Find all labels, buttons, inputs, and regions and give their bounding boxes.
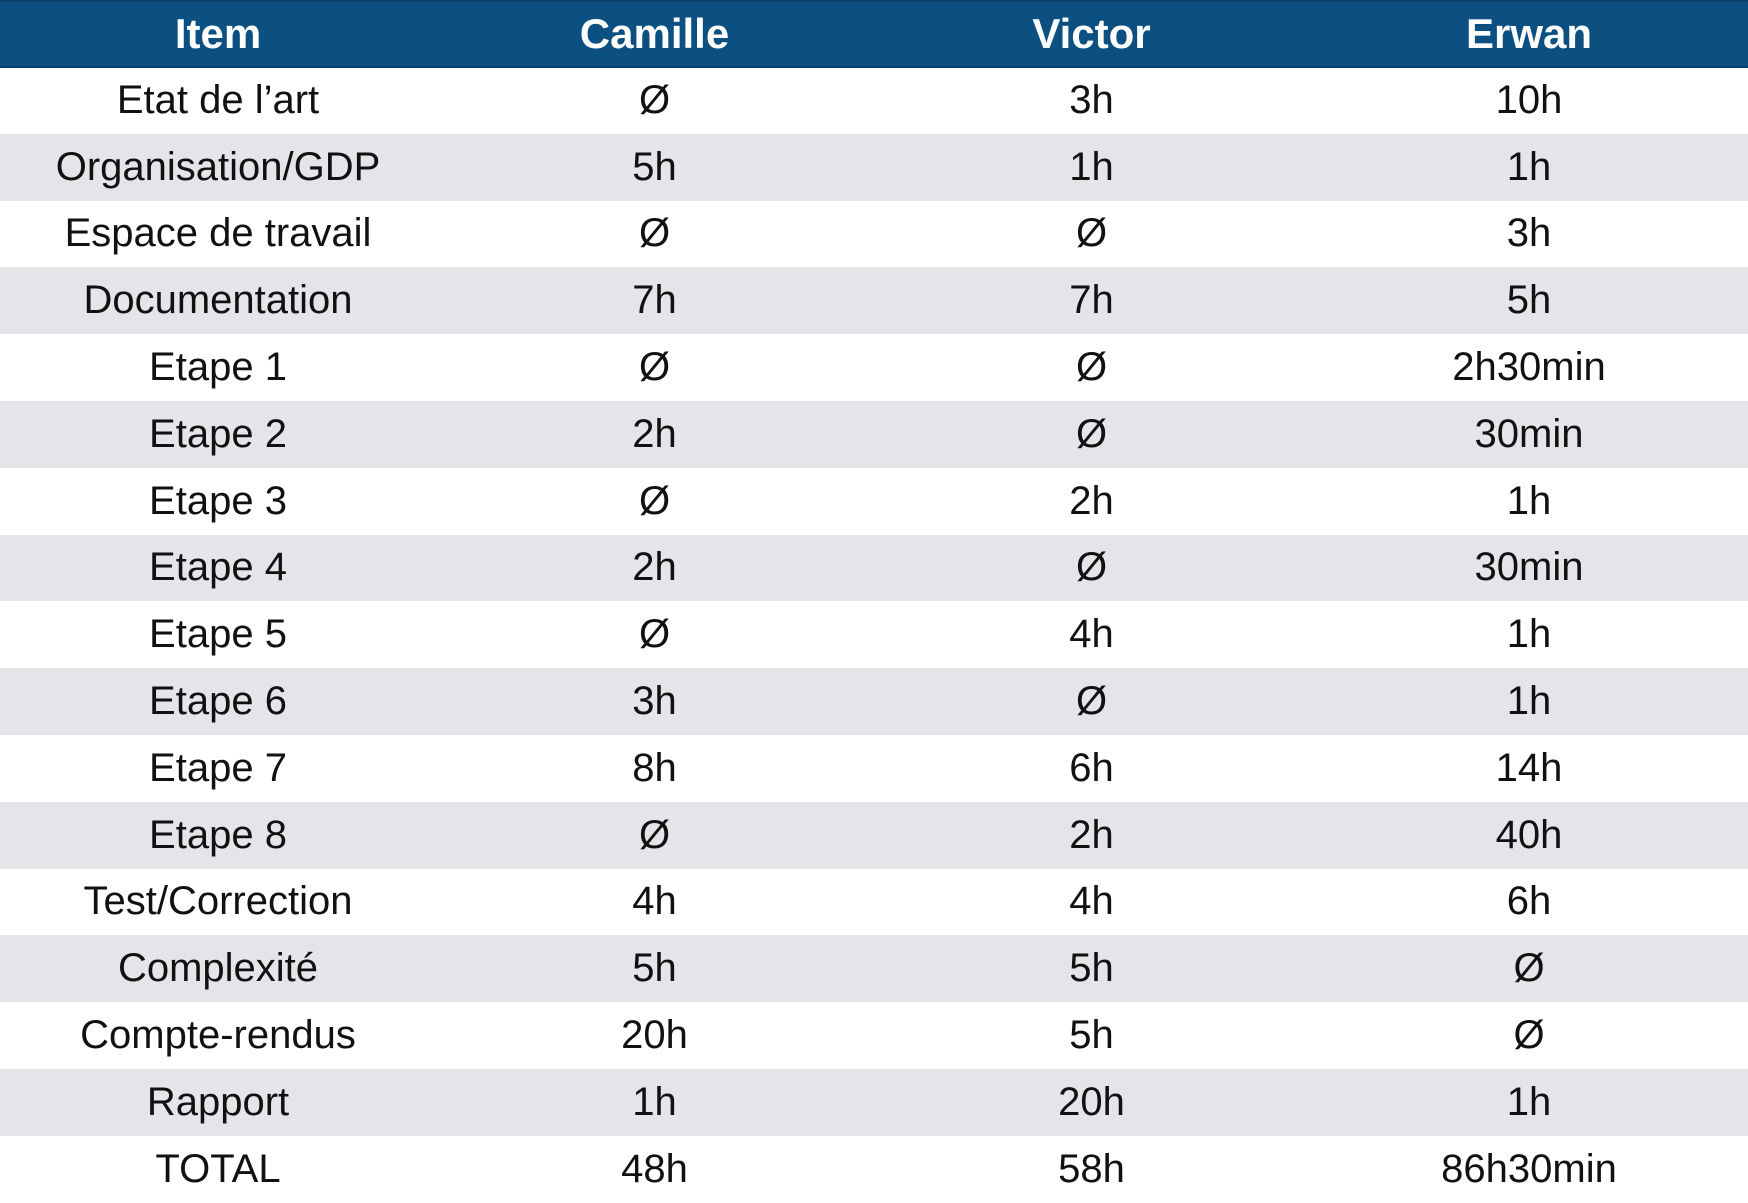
- camille-cell: Ø: [436, 601, 873, 669]
- erwan-cell: 1h: [1310, 601, 1748, 669]
- erwan-cell: 5h: [1310, 267, 1748, 335]
- table-row: Rapport 1h 20h 1h: [0, 1068, 1748, 1136]
- victor-cell: 58h: [873, 1135, 1310, 1203]
- victor-cell: 2h: [873, 467, 1310, 535]
- item-cell: Complexité: [0, 935, 436, 1003]
- table-row: Etape 2 2h Ø 30min: [0, 400, 1748, 468]
- erwan-cell: 1h: [1310, 133, 1748, 201]
- camille-cell: 1h: [436, 1068, 873, 1136]
- victor-cell: 20h: [873, 1068, 1310, 1136]
- total-row: TOTAL 48h 58h 86h30min: [0, 1135, 1748, 1203]
- erwan-cell: 3h: [1310, 200, 1748, 268]
- item-cell: Rapport: [0, 1068, 436, 1136]
- erwan-cell: 40h: [1310, 801, 1748, 869]
- victor-cell: Ø: [873, 334, 1310, 401]
- header-row: Item Camille Victor Erwan: [0, 0, 1748, 68]
- header-camille: Camille: [436, 0, 873, 68]
- item-cell: Etape 8: [0, 801, 436, 869]
- victor-cell: 3h: [873, 67, 1310, 134]
- victor-cell: 4h: [873, 868, 1310, 936]
- erwan-cell: 14h: [1310, 734, 1748, 802]
- table-row: Complexité 5h 5h Ø: [0, 935, 1748, 1003]
- camille-cell: 5h: [436, 935, 873, 1003]
- item-cell: Etape 5: [0, 601, 436, 669]
- victor-cell: Ø: [873, 400, 1310, 468]
- table-row: Compte-rendus 20h 5h Ø: [0, 1002, 1748, 1069]
- camille-cell: 7h: [436, 267, 873, 335]
- table-row: Espace de travail Ø Ø 3h: [0, 200, 1748, 268]
- erwan-cell: 1h: [1310, 467, 1748, 535]
- table-row: Organisation/GDP 5h 1h 1h: [0, 133, 1748, 201]
- header-item: Item: [0, 0, 436, 68]
- item-cell: Etape 3: [0, 467, 436, 535]
- erwan-cell: 30min: [1310, 400, 1748, 468]
- item-cell: TOTAL: [0, 1135, 436, 1203]
- camille-cell: 8h: [436, 734, 873, 802]
- camille-cell: Ø: [436, 200, 873, 268]
- item-cell: Test/Correction: [0, 868, 436, 936]
- erwan-cell: 1h: [1310, 1068, 1748, 1136]
- camille-cell: 2h: [436, 400, 873, 468]
- item-cell: Etape 1: [0, 334, 436, 401]
- erwan-cell: 10h: [1310, 67, 1748, 134]
- item-cell: Etape 6: [0, 668, 436, 735]
- camille-cell: 3h: [436, 668, 873, 735]
- victor-cell: 1h: [873, 133, 1310, 201]
- table-row: Etape 8 Ø 2h 40h: [0, 801, 1748, 869]
- victor-cell: 7h: [873, 267, 1310, 335]
- header-victor: Victor: [873, 0, 1310, 68]
- item-cell: Etat de l’art: [0, 67, 436, 134]
- erwan-cell: 2h30min: [1310, 334, 1748, 401]
- camille-cell: Ø: [436, 334, 873, 401]
- victor-cell: Ø: [873, 200, 1310, 268]
- erwan-cell: 1h: [1310, 668, 1748, 735]
- table-row: Etape 6 3h Ø 1h: [0, 668, 1748, 735]
- camille-cell: 4h: [436, 868, 873, 936]
- victor-cell: Ø: [873, 534, 1310, 602]
- camille-cell: 48h: [436, 1135, 873, 1203]
- erwan-cell: 30min: [1310, 534, 1748, 602]
- item-cell: Organisation/GDP: [0, 133, 436, 201]
- table-row: Etat de l’art Ø 3h 10h: [0, 67, 1748, 134]
- erwan-cell: 86h30min: [1310, 1135, 1748, 1203]
- victor-cell: 5h: [873, 1002, 1310, 1069]
- camille-cell: 2h: [436, 534, 873, 602]
- table-row: Etape 7 8h 6h 14h: [0, 734, 1748, 802]
- item-cell: Etape 7: [0, 734, 436, 802]
- victor-cell: 4h: [873, 601, 1310, 669]
- camille-cell: Ø: [436, 67, 873, 134]
- table-row: Test/Correction 4h 4h 6h: [0, 868, 1748, 936]
- erwan-cell: Ø: [1310, 1002, 1748, 1069]
- item-cell: Etape 2: [0, 400, 436, 468]
- table-row: Etape 3 Ø 2h 1h: [0, 467, 1748, 535]
- item-cell: Compte-rendus: [0, 1002, 436, 1069]
- erwan-cell: Ø: [1310, 935, 1748, 1003]
- item-cell: Etape 4: [0, 534, 436, 602]
- erwan-cell: 6h: [1310, 868, 1748, 936]
- victor-cell: 2h: [873, 801, 1310, 869]
- camille-cell: 20h: [436, 1002, 873, 1069]
- header-erwan: Erwan: [1310, 0, 1748, 68]
- camille-cell: Ø: [436, 801, 873, 869]
- item-cell: Documentation: [0, 267, 436, 335]
- table-body: Etat de l’art Ø 3h 10h Organisation/GDP 5h 1h 1…: [0, 67, 1748, 1203]
- victor-cell: 5h: [873, 935, 1310, 1003]
- table-row: Etape 1 Ø Ø 2h30min: [0, 334, 1748, 401]
- table-row: Etape 4 2h Ø 30min: [0, 534, 1748, 602]
- victor-cell: 6h: [873, 734, 1310, 802]
- victor-cell: Ø: [873, 668, 1310, 735]
- table-row: Documentation 7h 7h 5h: [0, 267, 1748, 335]
- item-cell: Espace de travail: [0, 200, 436, 268]
- camille-cell: 5h: [436, 133, 873, 201]
- camille-cell: Ø: [436, 467, 873, 535]
- table-row: Etape 5 Ø 4h 1h: [0, 601, 1748, 669]
- table-header: Item Camille Victor Erwan: [0, 0, 1748, 68]
